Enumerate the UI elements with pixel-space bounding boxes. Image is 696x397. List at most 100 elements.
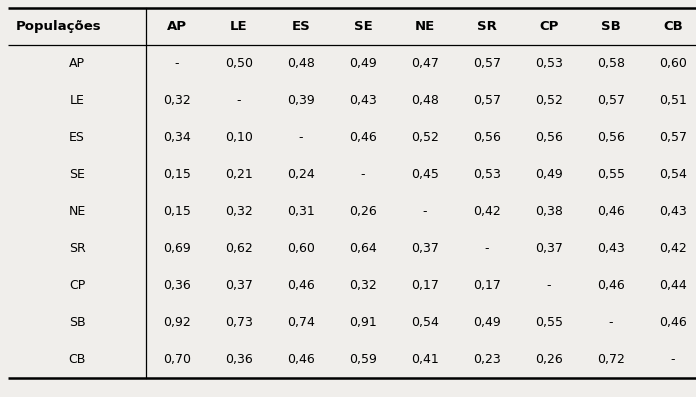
Text: 0,37: 0,37 (225, 279, 253, 292)
Text: 0,54: 0,54 (411, 316, 439, 329)
Text: 0,32: 0,32 (349, 279, 377, 292)
Text: AP: AP (69, 57, 85, 70)
Text: 0,46: 0,46 (349, 131, 377, 144)
Text: 0,36: 0,36 (225, 353, 253, 366)
Text: 0,49: 0,49 (349, 57, 377, 70)
Text: SE: SE (354, 20, 372, 33)
Text: 0,46: 0,46 (597, 205, 625, 218)
Text: 0,46: 0,46 (659, 316, 687, 329)
Text: SR: SR (477, 20, 497, 33)
Text: 0,26: 0,26 (349, 205, 377, 218)
Text: SE: SE (69, 168, 85, 181)
Text: 0,17: 0,17 (473, 279, 501, 292)
Text: 0,45: 0,45 (411, 168, 439, 181)
Text: 0,59: 0,59 (349, 353, 377, 366)
Text: 0,43: 0,43 (349, 94, 377, 107)
Text: 0,43: 0,43 (659, 205, 687, 218)
Text: 0,73: 0,73 (225, 316, 253, 329)
Text: 0,44: 0,44 (659, 279, 687, 292)
Text: LE: LE (70, 94, 84, 107)
Text: SB: SB (69, 316, 86, 329)
Text: 0,23: 0,23 (473, 353, 501, 366)
Text: SR: SR (69, 242, 86, 255)
Text: 0,52: 0,52 (535, 94, 563, 107)
Text: 0,46: 0,46 (287, 353, 315, 366)
Text: 0,38: 0,38 (535, 205, 563, 218)
Text: AP: AP (167, 20, 187, 33)
Text: 0,64: 0,64 (349, 242, 377, 255)
Text: 0,56: 0,56 (535, 131, 563, 144)
Text: 0,24: 0,24 (287, 168, 315, 181)
Text: 0,15: 0,15 (163, 168, 191, 181)
Text: 0,21: 0,21 (225, 168, 253, 181)
Text: 0,42: 0,42 (473, 205, 501, 218)
Text: -: - (671, 353, 675, 366)
Text: 0,91: 0,91 (349, 316, 377, 329)
Text: -: - (175, 57, 180, 70)
Text: 0,26: 0,26 (535, 353, 563, 366)
Text: CB: CB (68, 353, 86, 366)
Text: 0,41: 0,41 (411, 353, 439, 366)
Text: 0,48: 0,48 (287, 57, 315, 70)
Text: 0,57: 0,57 (597, 94, 625, 107)
Text: 0,34: 0,34 (163, 131, 191, 144)
Text: 0,52: 0,52 (411, 131, 439, 144)
Text: 0,49: 0,49 (473, 316, 501, 329)
Text: 0,46: 0,46 (287, 279, 315, 292)
Text: 0,37: 0,37 (535, 242, 563, 255)
Text: 0,51: 0,51 (659, 94, 687, 107)
Text: LE: LE (230, 20, 248, 33)
Text: NE: NE (415, 20, 435, 33)
Text: -: - (361, 168, 365, 181)
Text: 0,58: 0,58 (597, 57, 625, 70)
Text: ES: ES (69, 131, 85, 144)
Text: 0,60: 0,60 (659, 57, 687, 70)
Text: 0,32: 0,32 (225, 205, 253, 218)
Text: NE: NE (68, 205, 86, 218)
Text: 0,37: 0,37 (411, 242, 439, 255)
Text: 0,92: 0,92 (163, 316, 191, 329)
Text: 0,17: 0,17 (411, 279, 439, 292)
Text: CP: CP (69, 279, 85, 292)
Text: -: - (484, 242, 489, 255)
Text: 0,15: 0,15 (163, 205, 191, 218)
Text: CP: CP (539, 20, 559, 33)
Text: ES: ES (292, 20, 310, 33)
Text: 0,46: 0,46 (597, 279, 625, 292)
Text: 0,47: 0,47 (411, 57, 439, 70)
Text: -: - (547, 279, 551, 292)
Text: 0,42: 0,42 (659, 242, 687, 255)
Text: 0,56: 0,56 (473, 131, 501, 144)
Text: 0,56: 0,56 (597, 131, 625, 144)
Text: Populações: Populações (16, 20, 102, 33)
Text: 0,43: 0,43 (597, 242, 625, 255)
Text: SB: SB (601, 20, 621, 33)
Text: 0,49: 0,49 (535, 168, 563, 181)
Text: -: - (299, 131, 303, 144)
Text: 0,32: 0,32 (163, 94, 191, 107)
Text: 0,54: 0,54 (659, 168, 687, 181)
Text: 0,57: 0,57 (473, 94, 501, 107)
Text: 0,55: 0,55 (597, 168, 625, 181)
Text: -: - (422, 205, 427, 218)
Text: 0,50: 0,50 (225, 57, 253, 70)
Text: 0,57: 0,57 (473, 57, 501, 70)
Text: -: - (609, 316, 613, 329)
Text: 0,55: 0,55 (535, 316, 563, 329)
Text: 0,57: 0,57 (659, 131, 687, 144)
Text: 0,60: 0,60 (287, 242, 315, 255)
Text: -: - (237, 94, 242, 107)
Text: 0,53: 0,53 (473, 168, 501, 181)
Text: 0,31: 0,31 (287, 205, 315, 218)
Text: CB: CB (663, 20, 683, 33)
Text: 0,69: 0,69 (163, 242, 191, 255)
Text: 0,39: 0,39 (287, 94, 315, 107)
Text: 0,53: 0,53 (535, 57, 563, 70)
Text: 0,10: 0,10 (225, 131, 253, 144)
Text: 0,48: 0,48 (411, 94, 439, 107)
Text: 0,74: 0,74 (287, 316, 315, 329)
Text: 0,36: 0,36 (163, 279, 191, 292)
Text: 0,70: 0,70 (163, 353, 191, 366)
Text: 0,72: 0,72 (597, 353, 625, 366)
Text: 0,62: 0,62 (225, 242, 253, 255)
